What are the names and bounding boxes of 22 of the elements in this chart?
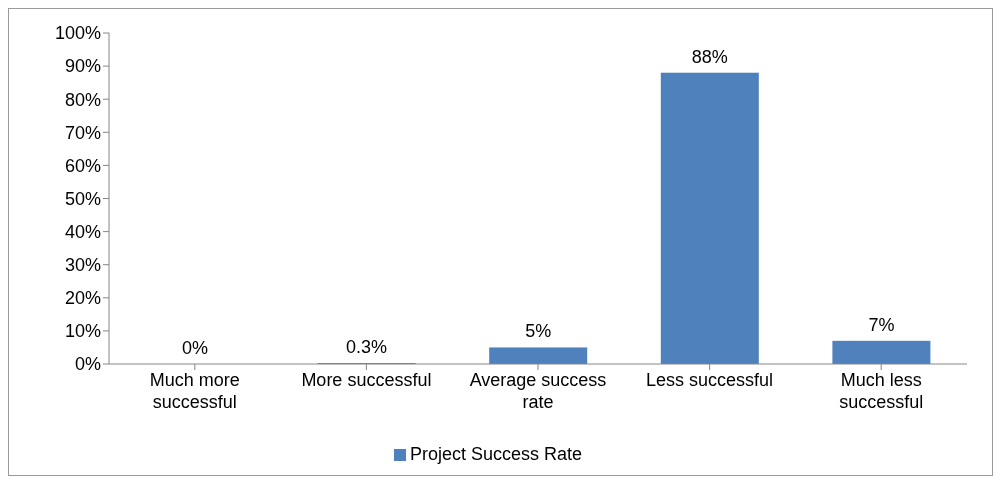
data-label: 5% <box>525 321 552 342</box>
data-label: 0.3% <box>346 337 388 358</box>
y-tick-label: 90% <box>64 56 101 77</box>
legend-label: Project Success Rate <box>409 444 583 464</box>
data-label: 88% <box>691 46 728 67</box>
data-label: 7% <box>868 314 895 335</box>
y-tick-label: 100% <box>54 23 101 44</box>
x-tick-label: Much less successful <box>839 370 924 412</box>
data-label: 0% <box>181 338 209 358</box>
y-tick-label: 70% <box>64 122 101 143</box>
x-tick-label: Average success rate <box>469 370 607 412</box>
y-tick-label: 30% <box>64 255 101 276</box>
y-tick-label: 60% <box>64 155 101 176</box>
y-tick-label: 40% <box>64 221 101 242</box>
x-tick-label: More successful <box>301 370 432 390</box>
x-tick-label: Much more successful <box>149 370 240 412</box>
y-tick-label: 10% <box>64 321 101 342</box>
y-tick-label: 50% <box>64 188 101 209</box>
y-tick-label: 20% <box>64 288 101 309</box>
x-tick-label: Less successful <box>646 370 774 390</box>
y-tick-label: 80% <box>64 89 101 110</box>
y-tick-label: 0% <box>74 354 101 375</box>
